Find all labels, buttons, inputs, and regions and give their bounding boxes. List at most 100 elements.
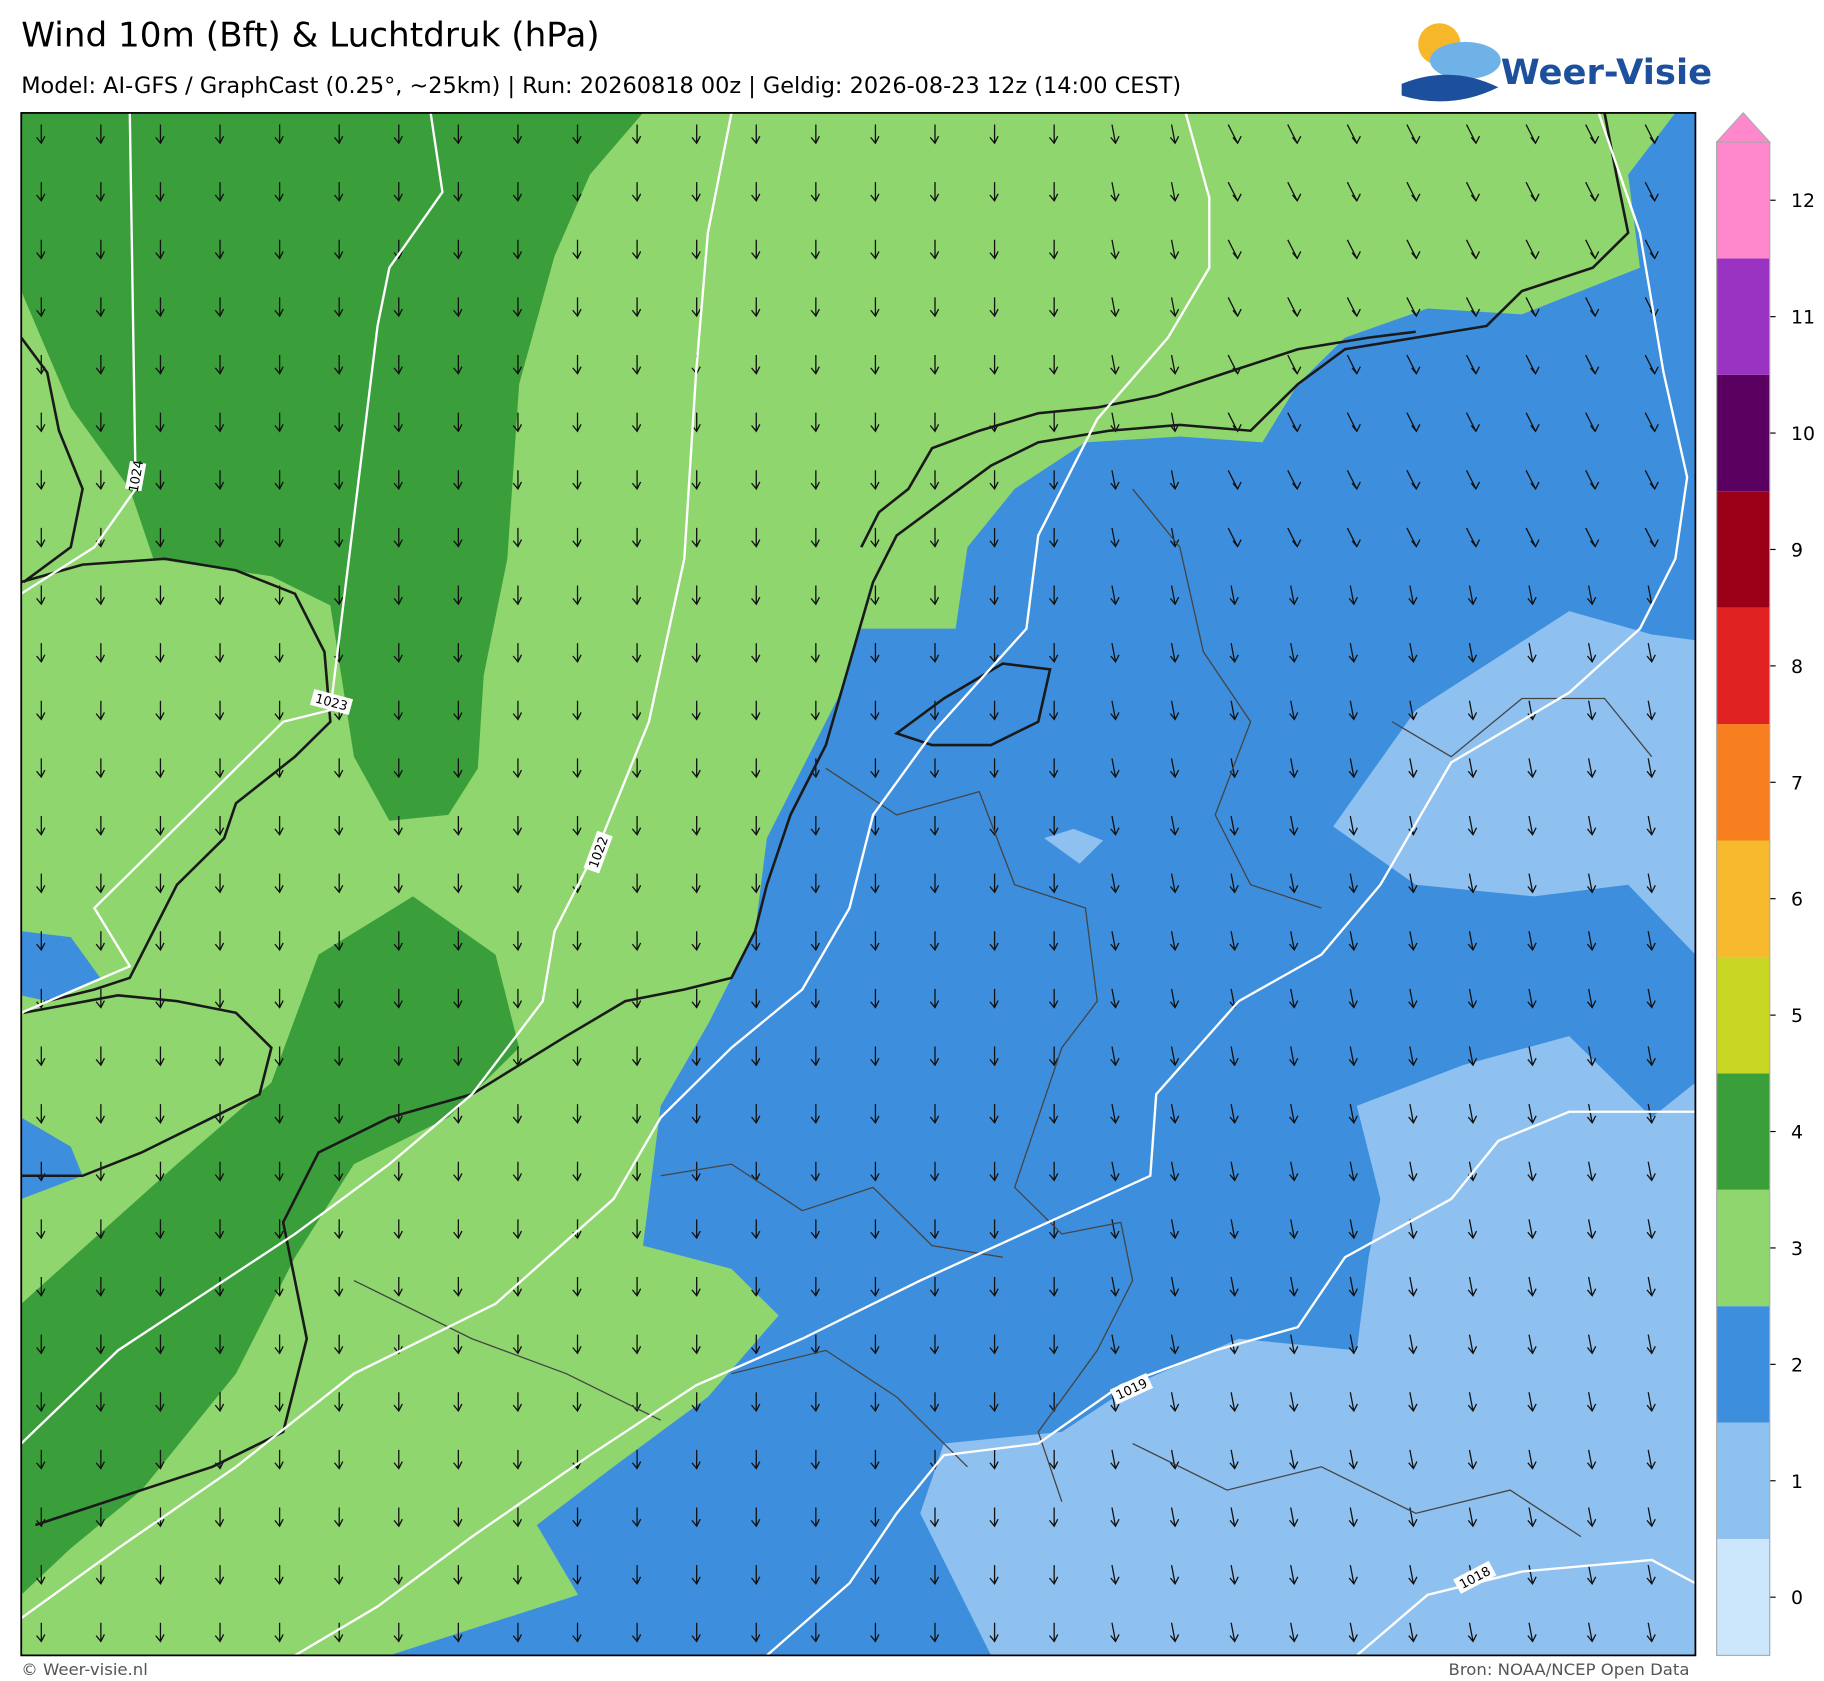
wind-arrow	[691, 1334, 701, 1355]
wind-arrow	[1707, 1450, 1715, 1469]
wind-arrow	[95, 297, 105, 318]
wind-arrow	[393, 1334, 403, 1355]
wind-arrow	[691, 1449, 701, 1470]
wind-arrow	[333, 1104, 344, 1124]
wind-arrow	[95, 1565, 105, 1585]
wind-arrow	[95, 470, 105, 491]
wind-arrow	[1346, 181, 1361, 202]
wind-arrow	[1227, 470, 1242, 491]
wind-arrow	[1287, 181, 1302, 202]
wind-arrow	[1110, 1622, 1120, 1643]
wind-arrow	[214, 470, 225, 491]
wind-arrow	[1289, 758, 1299, 779]
wind-arrow	[1048, 1507, 1059, 1528]
wind-arrow	[1169, 182, 1180, 202]
wind-arrow	[870, 1507, 880, 1528]
colorbar-label: 5	[1791, 1006, 1803, 1027]
wind-arrow	[155, 470, 165, 491]
wind-arrow	[333, 1334, 344, 1355]
wind-arrow	[810, 988, 820, 1009]
wind-arrow	[1048, 1219, 1059, 1240]
wind-arrow	[36, 412, 46, 433]
wind-arrow	[95, 239, 105, 260]
wind-arrow	[214, 1565, 225, 1585]
wind-arrow	[274, 527, 284, 548]
wind-arrow	[274, 297, 284, 318]
wind-arrow	[36, 1334, 46, 1355]
wind-arrow	[1586, 643, 1597, 663]
wind-arrow	[1406, 527, 1421, 548]
wind-arrow	[631, 816, 642, 836]
wind-arrow	[1169, 124, 1180, 145]
wind-arrow	[1169, 988, 1180, 1009]
wind-arrow	[691, 297, 701, 318]
wind-arrow	[870, 297, 880, 318]
wind-arrow	[691, 527, 701, 548]
wind-arrow	[95, 1622, 105, 1643]
wind-arrow	[512, 1219, 523, 1240]
wind-arrow	[1110, 1449, 1120, 1470]
wind-arrow	[155, 297, 165, 318]
wind-arrow	[989, 355, 999, 375]
wind-arrow	[929, 1565, 940, 1585]
wind-arrow	[572, 1392, 582, 1413]
wind-arrow	[572, 1507, 582, 1528]
wind-arrow	[393, 355, 403, 375]
wind-arrow	[95, 1277, 105, 1297]
wind-arrow	[333, 124, 344, 145]
wind-arrow	[1707, 758, 1715, 777]
colorbar-label: 2	[1791, 1355, 1803, 1376]
wind-arrow	[870, 182, 880, 202]
wind-arrow	[1110, 1334, 1120, 1355]
colorbar-label: 0	[1791, 1588, 1803, 1609]
wind-arrow	[274, 1104, 284, 1124]
wind-arrow	[453, 585, 463, 606]
wind-arrow	[1346, 470, 1361, 491]
wind-arrow	[453, 1277, 463, 1297]
wind-arrow	[1287, 124, 1302, 145]
wind-arrow	[929, 873, 940, 894]
wind-arrow	[1525, 412, 1540, 433]
colorbar-segment	[1716, 1422, 1770, 1539]
isobar	[21, 112, 1211, 1620]
wind-arrow	[1289, 1392, 1299, 1413]
coastline	[893, 662, 1052, 747]
wind-arrow	[751, 1622, 761, 1643]
wind-arrow	[989, 1334, 999, 1355]
wind-arrow	[810, 1622, 820, 1643]
wind-arrow	[214, 873, 225, 894]
wind-arrow	[1048, 1334, 1059, 1355]
wind-arrow	[1408, 1104, 1418, 1124]
wind-arrow	[453, 239, 463, 260]
wind-arrow	[1048, 355, 1059, 375]
wind-arrow	[274, 355, 284, 375]
wind-arrow	[751, 182, 761, 202]
wind-arrow	[572, 1334, 582, 1355]
wind-arrow	[214, 988, 225, 1009]
wind-arrow	[453, 1565, 463, 1585]
wind-arrow	[1646, 988, 1656, 1009]
wind-arrow	[1346, 412, 1361, 433]
wind-arrow	[989, 1622, 999, 1643]
wind-arrow	[1707, 931, 1715, 950]
wind-arrow	[1110, 700, 1120, 721]
wind-arrow	[929, 355, 940, 375]
wind-arrow	[1705, 297, 1718, 316]
wind-arrow	[393, 1392, 403, 1413]
wind-arrow	[333, 585, 344, 606]
wind-arrow	[989, 931, 999, 952]
colorbar-segment	[1716, 1073, 1770, 1190]
wind-arrow	[333, 470, 344, 491]
wind-arrow	[1110, 239, 1120, 260]
wind-arrow	[453, 182, 463, 202]
wind-arrow	[929, 527, 940, 548]
wind-arrow	[1707, 1219, 1715, 1238]
isobar-label: 1024	[125, 459, 147, 494]
wind-arrow	[929, 1507, 940, 1528]
wind-arrow	[1527, 1565, 1537, 1585]
wind-arrow	[1227, 239, 1242, 260]
wind-arrow	[929, 988, 940, 1009]
wind-arrow	[1048, 297, 1059, 318]
wind-arrow	[1585, 124, 1600, 145]
wind-arrow	[989, 1161, 999, 1182]
